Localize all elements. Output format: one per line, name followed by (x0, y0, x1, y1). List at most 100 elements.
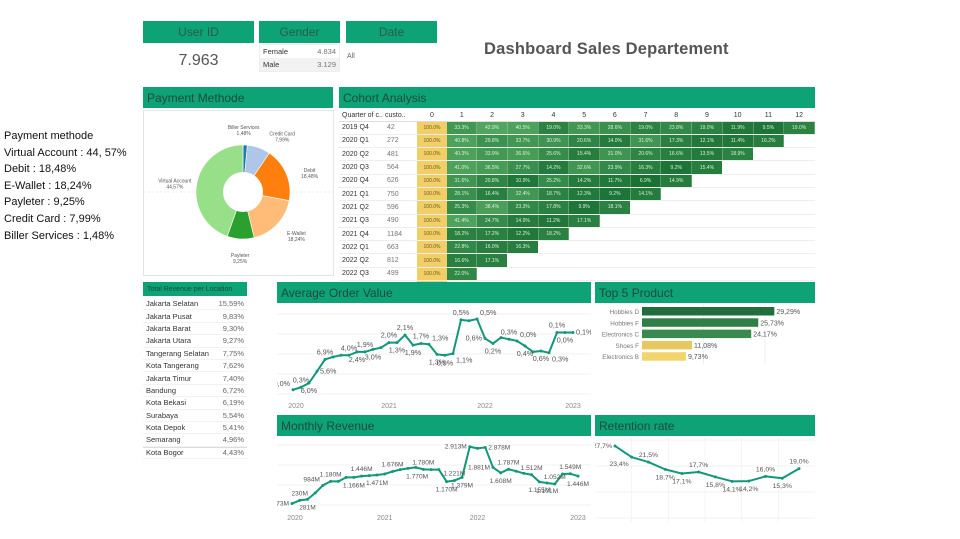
data-point[interactable] (321, 483, 325, 487)
data-point[interactable] (298, 498, 302, 502)
cohort-col-period[interactable]: 11 (753, 110, 784, 122)
location-row[interactable]: Jakarta Barat 9,30% (143, 323, 247, 336)
data-point[interactable] (713, 475, 717, 479)
data-point[interactable] (522, 471, 526, 475)
data-point[interactable] (764, 474, 768, 478)
location-row[interactable]: Kota Depok 5,41% (143, 422, 247, 435)
data-point[interactable] (483, 445, 487, 449)
data-point[interactable] (339, 353, 343, 357)
data-point[interactable] (355, 350, 359, 354)
cohort-col-period[interactable]: 0 (417, 110, 447, 122)
data-point[interactable] (630, 455, 634, 459)
data-point[interactable] (383, 472, 387, 476)
cohort-col-customers[interactable]: custo.. (385, 110, 417, 122)
cohort-col-period[interactable]: 7 (630, 110, 661, 122)
data-point[interactable] (576, 474, 580, 478)
data-point[interactable] (427, 342, 431, 346)
cohort-col-period[interactable]: 10 (722, 110, 754, 122)
data-point[interactable] (730, 479, 734, 483)
data-point[interactable] (568, 472, 572, 476)
data-point[interactable] (514, 469, 518, 473)
data-point[interactable] (476, 446, 480, 450)
data-point[interactable] (445, 480, 449, 484)
data-point[interactable] (613, 444, 617, 448)
data-point[interactable] (537, 480, 541, 484)
bar[interactable] (642, 329, 752, 339)
data-point[interactable] (395, 341, 399, 345)
data-point[interactable] (419, 341, 423, 345)
location-row[interactable]: Jakarta Selatan 15,59% (143, 298, 247, 311)
data-point[interactable] (459, 318, 463, 322)
cohort-col-period[interactable]: 12 (783, 110, 815, 122)
data-point[interactable] (347, 353, 351, 357)
cohort-col-period[interactable]: 8 (660, 110, 692, 122)
data-point[interactable] (506, 467, 510, 471)
pie-slice[interactable] (195, 144, 244, 237)
location-row[interactable]: Kota Tangerang 7,62% (143, 360, 247, 373)
data-point[interactable] (483, 336, 487, 340)
data-point[interactable] (553, 482, 557, 486)
data-point[interactable] (491, 341, 495, 345)
data-point[interactable] (411, 343, 415, 347)
data-point[interactable] (329, 479, 333, 483)
data-point[interactable] (555, 331, 559, 335)
data-point[interactable] (360, 474, 364, 478)
data-point[interactable] (398, 468, 402, 472)
bar[interactable] (642, 318, 759, 327)
cohort-col-period[interactable]: 9 (691, 110, 723, 122)
cohort-col-period[interactable]: 2 (476, 110, 508, 122)
cohort-col-period[interactable]: 4 (538, 110, 569, 122)
bar[interactable] (642, 352, 686, 361)
data-point[interactable] (561, 472, 565, 476)
data-point[interactable] (491, 465, 495, 469)
date-filter[interactable]: Date All (346, 21, 437, 71)
data-point[interactable] (460, 475, 464, 479)
location-row[interactable]: Surabaya 5,54% (143, 410, 247, 422)
data-point[interactable] (547, 351, 551, 355)
location-row[interactable]: Kota Bekasi 6,19% (143, 397, 247, 410)
data-point[interactable] (437, 468, 441, 472)
location-row[interactable]: Tangerang Selatan 7,75% (143, 348, 247, 360)
data-point[interactable] (352, 475, 356, 479)
data-point[interactable] (780, 476, 784, 480)
data-point[interactable] (323, 357, 327, 361)
cohort-col-period[interactable]: 3 (507, 110, 539, 122)
data-point[interactable] (307, 381, 311, 385)
data-point[interactable] (379, 346, 383, 350)
data-point[interactable] (375, 473, 379, 477)
data-point[interactable] (414, 465, 418, 469)
data-point[interactable] (475, 317, 479, 321)
cohort-col-period[interactable]: 6 (599, 110, 631, 122)
data-point[interactable] (467, 319, 471, 323)
data-point[interactable] (747, 479, 751, 483)
data-point[interactable] (515, 339, 519, 343)
data-point[interactable] (451, 352, 455, 356)
data-point[interactable] (797, 467, 801, 471)
gender-row-male[interactable]: Male 3.129 (260, 58, 339, 71)
cohort-col-quarter[interactable]: Quarter of c.. (339, 110, 385, 122)
data-point[interactable] (371, 347, 375, 351)
data-point[interactable] (468, 445, 472, 449)
location-row[interactable]: Semarang 4,96% (143, 434, 247, 447)
data-point[interactable] (545, 481, 549, 485)
data-point[interactable] (390, 469, 394, 473)
data-point[interactable] (680, 472, 684, 476)
bar[interactable] (642, 340, 693, 350)
data-point[interactable] (406, 466, 410, 470)
data-point[interactable] (507, 337, 511, 341)
data-point[interactable] (429, 468, 433, 472)
data-point[interactable] (313, 491, 317, 495)
data-point[interactable] (421, 467, 425, 471)
data-point[interactable] (530, 473, 534, 477)
location-row[interactable]: Jakarta Timur 7,40% (143, 372, 247, 385)
data-point[interactable] (531, 350, 535, 354)
cohort-col-period[interactable]: 1 (447, 110, 477, 122)
data-point[interactable] (363, 350, 367, 354)
data-point[interactable] (435, 352, 439, 356)
data-point[interactable] (403, 333, 407, 337)
data-point[interactable] (499, 336, 503, 340)
gender-row-female[interactable]: Female 4.834 (260, 45, 339, 58)
data-point[interactable] (663, 467, 667, 471)
date-value[interactable]: All (347, 53, 355, 60)
location-row[interactable]: Bandung 6,72% (143, 385, 247, 398)
